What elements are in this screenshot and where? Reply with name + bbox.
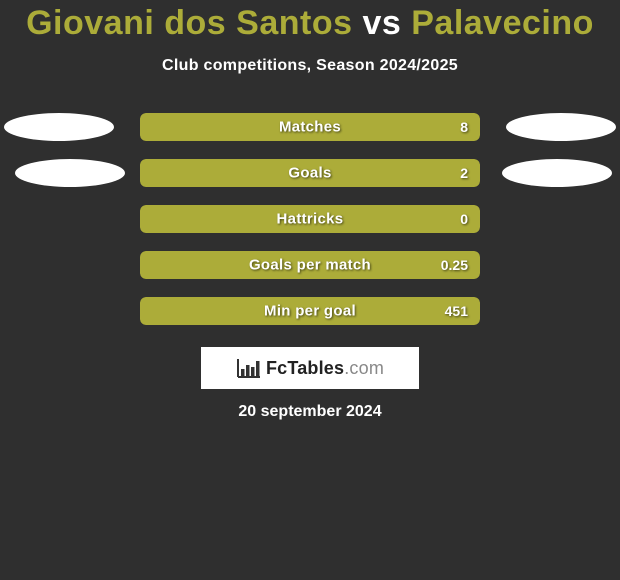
subtitle: Club competitions, Season 2024/2025 [0, 57, 620, 75]
stat-bar: Matches8 [140, 113, 480, 141]
stat-bar: Goals2 [140, 159, 480, 187]
stat-label: Goals per match [140, 257, 480, 274]
title-player2: Palavecino [411, 4, 594, 42]
stat-label: Min per goal [140, 303, 480, 320]
stat-label: Hattricks [140, 211, 480, 228]
stat-value: 451 [445, 303, 468, 319]
side-oval-right [502, 159, 612, 187]
stat-value: 0.25 [441, 257, 468, 273]
stat-bar: Goals per match0.25 [140, 251, 480, 279]
stat-row: Goals2 [0, 159, 620, 187]
stat-bar: Min per goal451 [140, 297, 480, 325]
barchart-icon [236, 357, 262, 379]
stat-row: Min per goal451 [0, 297, 620, 325]
content-wrapper: Giovani dos Santos vs Palavecino Club co… [0, 0, 620, 580]
logo-main: FcTables [266, 358, 344, 378]
title-vs: vs [362, 4, 401, 42]
logo-suffix: .com [344, 358, 384, 378]
stat-row: Hattricks0 [0, 205, 620, 233]
title-player1: Giovani dos Santos [26, 4, 352, 42]
side-oval-left [4, 113, 114, 141]
stat-value: 8 [460, 119, 468, 135]
date-label: 20 september 2024 [0, 403, 620, 421]
stat-bar: Hattricks0 [140, 205, 480, 233]
logo-box: FcTables.com [201, 347, 419, 389]
side-oval-left [15, 159, 125, 187]
stat-rows: Matches8Goals2Hattricks0Goals per match0… [0, 113, 620, 325]
logo-text: FcTables.com [266, 358, 384, 379]
page-title: Giovani dos Santos vs Palavecino [0, 4, 620, 43]
side-oval-right [506, 113, 616, 141]
stat-value: 2 [460, 165, 468, 181]
stat-label: Goals [140, 165, 480, 182]
stat-row: Matches8 [0, 113, 620, 141]
stat-row: Goals per match0.25 [0, 251, 620, 279]
stat-label: Matches [140, 119, 480, 136]
stat-value: 0 [460, 211, 468, 227]
